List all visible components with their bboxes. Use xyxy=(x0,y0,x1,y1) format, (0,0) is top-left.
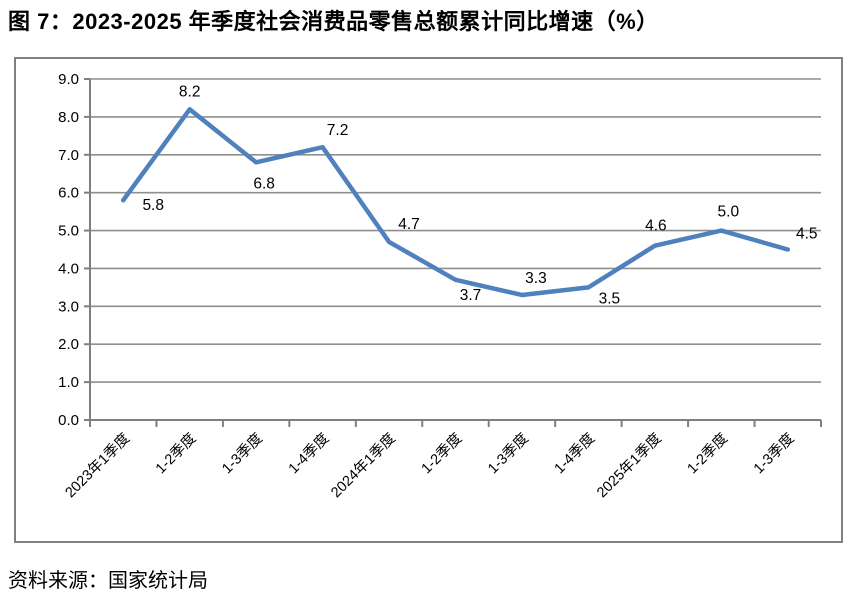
data-point-label: 4.7 xyxy=(398,216,420,233)
data-point-label: 6.8 xyxy=(253,175,275,192)
x-tick-label: 2024年1季度 xyxy=(328,430,399,501)
x-tick-label: 1-3季度 xyxy=(750,430,797,477)
data-point-label: 3.3 xyxy=(525,270,547,287)
x-tick-label: 2025年1季度 xyxy=(593,430,664,501)
chart-frame: 0.0 1.0 2.0 3.0 4.0 5.0 6.0 7.0 8.0 9.0 2023年1季度 1-… xyxy=(14,57,843,543)
x-tick-label: 1-4季度 xyxy=(285,430,332,477)
y-tick-label: 5.0 xyxy=(58,223,79,240)
data-point-label: 5.0 xyxy=(718,204,740,221)
x-tick-label: 1-3季度 xyxy=(484,430,531,477)
data-point-label: 3.7 xyxy=(460,287,482,304)
y-tick-label: 2.0 xyxy=(58,336,79,353)
y-tick-label: 7.0 xyxy=(58,147,79,164)
x-tick-label: 2023年1季度 xyxy=(62,430,133,501)
y-tick-label: 0.0 xyxy=(58,412,79,429)
x-tick-label: 1-3季度 xyxy=(219,430,266,477)
data-point-label: 5.8 xyxy=(142,197,164,214)
data-point-label: 4.5 xyxy=(796,226,818,243)
y-tick-label: 9.0 xyxy=(58,71,79,88)
x-tick-label: 1-4季度 xyxy=(551,430,598,477)
y-tick-label: 4.0 xyxy=(58,260,79,277)
data-point-label: 8.2 xyxy=(179,83,201,100)
y-tick-label: 8.0 xyxy=(58,109,79,126)
line-chart: 0.0 1.0 2.0 3.0 4.0 5.0 6.0 7.0 8.0 9.0 2023年1季度 1-… xyxy=(58,71,822,501)
x-tick-label: 1-2季度 xyxy=(418,430,465,477)
figure-title: 图 7：2023-2025 年季度社会消费品零售总额累计同比增速（%） xyxy=(8,9,659,34)
y-tick-label: 1.0 xyxy=(58,374,79,391)
y-tick-label: 3.0 xyxy=(58,298,79,315)
x-tick-label: 1-2季度 xyxy=(152,430,199,477)
trend-line xyxy=(120,107,791,298)
data-point-label: 7.2 xyxy=(327,122,349,139)
y-tick-label: 6.0 xyxy=(58,185,79,202)
data-point-label: 3.5 xyxy=(599,290,621,307)
x-tick-label: 1-2季度 xyxy=(684,430,731,477)
data-point-label: 4.6 xyxy=(645,218,667,235)
source-note: 资料来源：国家统计局 xyxy=(8,570,208,592)
